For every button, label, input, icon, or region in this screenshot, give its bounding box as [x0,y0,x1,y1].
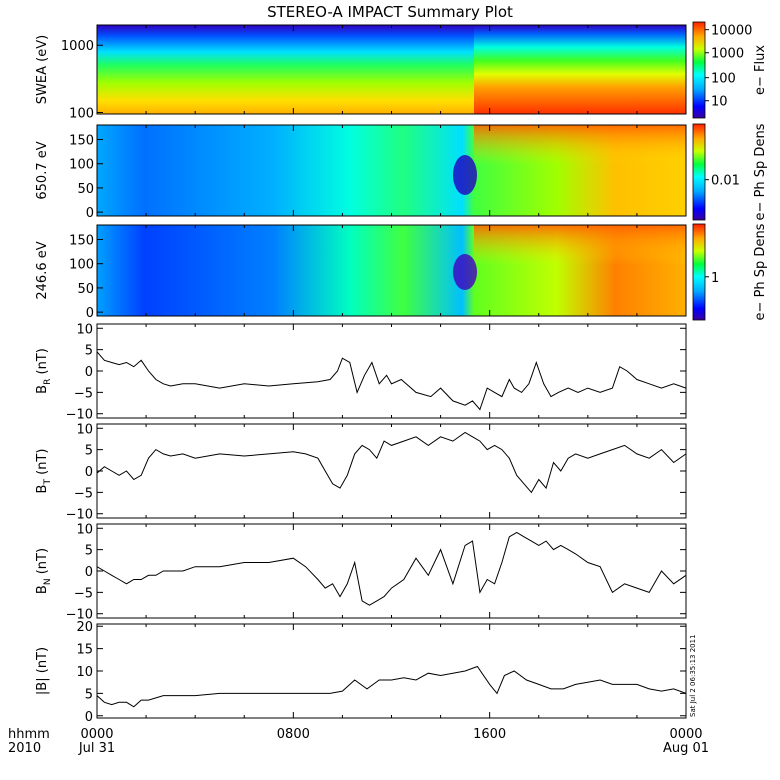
line-panel-4-y-axis-label-unit: (nT) [35,647,50,677]
spectrogram-1-colorbar-tick-label: 100 [711,72,736,87]
spectrogram-3-y-tick-label: 100 [69,258,94,273]
line-panel-2-y-axis-label: BT (nT) [35,449,53,494]
line-panel-4-y-axis-label-main: |B| [35,677,50,695]
line-panel-2-y-tick-label: 10 [76,422,93,437]
time-tick-label: 0000 [80,727,113,742]
spectrogram-3-y-tick-label: 150 [69,234,94,249]
line-panel-4-y-axis-label: |B| (nT) [35,647,50,695]
line-panel-2-y-tick-label: 5 [85,444,93,459]
line-panel-1-y-axis-label-main: B [35,385,50,394]
spectrogram-2-colorbar-label: e− Ph Sp Dens [753,123,768,220]
time-tick-label: 0800 [277,727,310,742]
line-panel-3-y-tick-label: 5 [85,544,93,559]
time-corner-label-year: 2010 [8,741,41,756]
line-panel-3-y-tick-label: 10 [76,522,93,537]
line-panel-2-y-axis-label-unit: (nT) [35,449,50,479]
spectrogram-2-y-tick-label: 100 [69,158,94,173]
spectrogram-3-y-tick-label: 50 [77,282,94,297]
spectrogram-3-colorbar-label: e− Ph Sp Dens [753,223,768,320]
pad-650-colorbar [692,123,706,221]
line-panel-3-y-tick-label: −5 [74,586,93,601]
line-panel-2-y-axis-label-subscript: T [43,479,53,486]
line-panel-4-frame [96,623,687,719]
spectrogram-2-y-tick-label: 50 [77,182,94,197]
line-panel-3-y-axis-label: BN (nT) [35,548,53,594]
spectrogram-3-y-axis-label: 246.6 eV [35,241,50,299]
line-panel-4-trace [96,665,687,708]
line-panel-3-trace [96,531,687,606]
line-panel-3-frame [96,523,687,619]
line-panel-1-y-tick-label: 0 [85,365,93,380]
pad-650-high-flux-region [474,125,686,165]
spectrogram-1-y-axis-label: SWEA (eV) [35,35,50,104]
line-panel-3-y-tick-label: −10 [66,608,93,623]
spectrogram-2-y-tick-label: 150 [69,134,94,149]
line-panel-1-y-tick-label: −5 [74,386,93,401]
spectrogram-2-y-tick-label: 0 [86,206,94,221]
line-panel-4-y-tick-label: 15 [76,643,93,658]
spectrogram-1-y-tick-label: 100 [69,107,94,122]
line-panel-1-trace [96,351,687,411]
line-panel-1-y-tick-label: −10 [66,408,93,423]
time-tick-label: 0000 [669,727,702,742]
spectrogram-3-colorbar-tick-label: 1 [711,271,719,286]
spectrogram-3-y-tick-label: 0 [86,306,94,321]
spectrogram-1-y-tick-label: 1000 [61,39,94,54]
flux-colorbar [692,21,706,119]
pad-246-colorbar [692,223,706,321]
line-panel-2-y-tick-label: −5 [74,486,93,501]
line-panel-3-y-axis-label-unit: (nT) [35,548,50,578]
date-tick-label: Jul 31 [78,741,115,756]
line-panel-2-y-tick-label: 0 [85,465,93,480]
pad-650-depletion-feature [453,155,477,195]
spectrogram-panels [97,25,686,316]
swea-spectrogram-image-late [474,25,686,114]
line-panel-4-y-tick-label: 0 [85,710,93,725]
line-panel-3-y-axis-label-main: B [35,585,50,594]
line-panel-2-trace [96,431,687,494]
line-panel-4-y-tick-label: 10 [76,665,93,680]
pad-246-depletion-feature [453,254,477,290]
line-panel-2-y-axis-label-main: B [35,485,50,494]
time-tick-label: 1600 [473,727,506,742]
spectrogram-1-colorbar-label: e− Flux [753,45,768,95]
spectrogram-2-y-axis-label: 650.7 eV [35,141,50,199]
spectrogram-1-colorbar-tick-label: 10 [711,95,728,110]
line-panel-1-y-axis-label: BR (nT) [35,348,53,394]
pad-246-high-flux-region [474,225,686,265]
line-panel-4-y-tick-label: 20 [76,620,93,635]
time-corner-label-hhmm: hhmm [8,727,50,742]
line-panel-3-y-axis-label-subscript: N [43,578,53,585]
spectrogram-1-colorbar-tick-label: 10000 [711,24,752,39]
line-panel-3-y-tick-label: 0 [85,565,93,580]
line-panel-1-y-tick-label: 10 [76,322,93,337]
line-panel-1-y-axis-label-unit: (nT) [35,348,50,378]
generation-timestamp: Sat Jul 2 06:35:13 2011 [689,634,697,717]
line-panel-1-y-tick-label: 5 [85,344,93,359]
line-panel-1-y-axis-label-subscript: R [43,379,53,385]
line-panel-2-y-tick-label: −10 [66,508,93,523]
spectrogram-1-colorbar-tick-label: 1000 [711,47,744,62]
line-panel-2-frame [96,423,687,519]
line-panel-1-frame [96,323,687,419]
spectrogram-2-colorbar-tick-label: 0.01 [711,174,740,189]
colorbars [692,21,706,321]
date-tick-label: Aug 01 [663,741,709,756]
line-panel-4-y-tick-label: 5 [85,687,93,702]
chart-title: STEREO-A IMPACT Summary Plot [267,3,513,21]
